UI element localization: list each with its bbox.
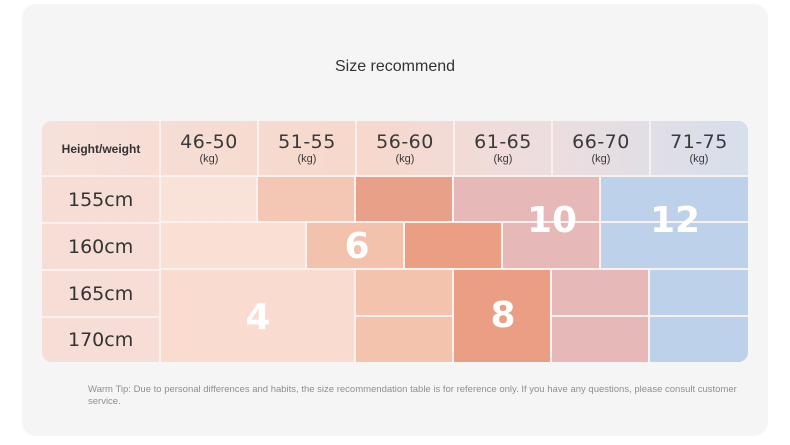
weight-range: 56-60 <box>376 130 434 153</box>
row-label-160cm: 160cm <box>68 235 134 258</box>
cell-160-size6 <box>307 223 405 270</box>
grid-line <box>453 121 455 176</box>
column-header: 71-75 (kg) <box>650 121 748 176</box>
grid-line <box>649 121 651 176</box>
row-label-170cm: 170cm <box>68 328 134 351</box>
column-header: 61-65 (kg) <box>454 121 552 176</box>
weight-unit: (kg) <box>591 152 611 165</box>
grid-line <box>42 175 748 177</box>
row-label-155cm: 155cm <box>68 188 134 211</box>
grid-line <box>42 222 160 224</box>
size-6: 6 <box>344 226 370 267</box>
weight-range: 51-55 <box>278 130 336 153</box>
size-10: 10 <box>526 200 578 241</box>
weight-unit: (kg) <box>395 152 415 165</box>
cell-155-51 <box>258 176 356 223</box>
cell-165-56 <box>356 270 454 317</box>
cell-165-71 <box>650 270 748 317</box>
grid-line <box>42 269 160 271</box>
size-table: Height/weight 46-50 (kg) 51-55 (kg) 56-6… <box>42 121 748 362</box>
grid-line <box>257 121 259 176</box>
weight-unit: (kg) <box>199 152 219 165</box>
column-header: 56-60 (kg) <box>356 121 454 176</box>
cell-160-size12 <box>601 223 748 270</box>
weight-range: 71-75 <box>670 130 728 153</box>
row-label-165cm: 165cm <box>68 282 134 305</box>
column-header: 66-70 (kg) <box>552 121 650 176</box>
grid-line <box>159 121 161 362</box>
cell-165-170-size8 <box>454 270 552 362</box>
column-header: 51-55 (kg) <box>258 121 356 176</box>
weight-unit: (kg) <box>297 152 317 165</box>
size-12: 12 <box>649 200 701 241</box>
warm-tip: Warm Tip: Due to personal differences an… <box>88 384 737 407</box>
weight-range: 61-65 <box>474 130 532 153</box>
column-header: 46-50 (kg) <box>160 121 258 176</box>
weight-range: 46-50 <box>180 130 238 153</box>
weight-range: 66-70 <box>572 130 630 153</box>
size-8: 8 <box>490 295 516 336</box>
cell-160-46-55 <box>160 223 307 270</box>
chart-title: Size recommend <box>334 58 456 75</box>
cell-155-61-65 <box>454 176 601 223</box>
cell-160-size8 <box>405 223 503 270</box>
header-label: Height/weight <box>61 141 141 156</box>
weight-unit: (kg) <box>689 152 709 165</box>
cell-160-size10 <box>503 223 601 270</box>
size-4: 4 <box>245 297 271 338</box>
cell-155-56 <box>356 176 454 223</box>
cell-170-71 <box>650 317 748 362</box>
cell-165-66 <box>552 270 650 317</box>
cell-165-170-size4 <box>160 270 356 362</box>
cell-155-46 <box>160 176 258 223</box>
cell-170-56 <box>356 317 454 362</box>
grid-line <box>42 316 160 318</box>
cell-155-66-75 <box>601 176 748 223</box>
weight-unit: (kg) <box>493 152 513 165</box>
cell-170-66 <box>552 317 650 362</box>
grid-line <box>551 121 553 176</box>
grid-line <box>355 121 357 176</box>
